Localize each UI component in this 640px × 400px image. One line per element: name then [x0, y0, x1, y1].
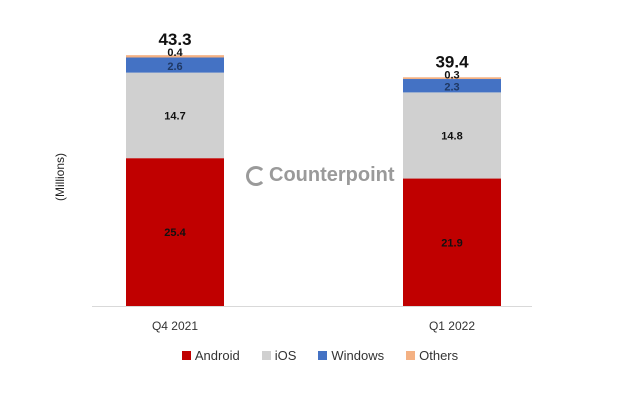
legend-swatch	[318, 351, 328, 360]
data-label: 25.4	[164, 227, 186, 239]
data-label: 14.7	[164, 110, 185, 122]
bar-ios	[126, 72, 224, 159]
data-label: 2.3	[444, 82, 459, 94]
legend-item-others: Others	[406, 348, 458, 363]
legend-swatch	[181, 351, 191, 360]
data-label: 0.3	[444, 69, 459, 81]
watermark-logo: Counterpoint	[246, 164, 395, 187]
y-axis-label: (Millions)	[53, 153, 67, 201]
data-label: 0.4	[167, 47, 183, 59]
legend-item-android: Android	[181, 348, 240, 363]
legend-item-windows: Windows	[318, 348, 384, 363]
total-label: 39.4	[435, 52, 469, 71]
bar-android	[126, 158, 224, 306]
bar-windows	[403, 79, 501, 93]
bar-windows	[126, 57, 224, 73]
legend-swatch	[261, 351, 271, 360]
legend-item-ios: iOS	[261, 348, 296, 363]
x-tick-label: Q4 2021	[152, 319, 198, 333]
bar-others	[126, 55, 224, 58]
total-label: 43.3	[158, 30, 191, 49]
data-label: 14.8	[441, 130, 462, 142]
data-label: 21.9	[441, 237, 462, 249]
bar-others	[403, 77, 501, 80]
x-tick-label: Q1 2022	[429, 319, 475, 333]
bar-android	[403, 178, 501, 306]
counterpoint-logo-icon	[246, 165, 266, 186]
data-label: 2.6	[167, 61, 182, 73]
legend-swatch	[406, 351, 416, 360]
watermark-text: Counterpoint	[269, 164, 395, 186]
bar-ios	[403, 92, 501, 179]
legend: Android iOS Windows Others	[0, 348, 640, 363]
